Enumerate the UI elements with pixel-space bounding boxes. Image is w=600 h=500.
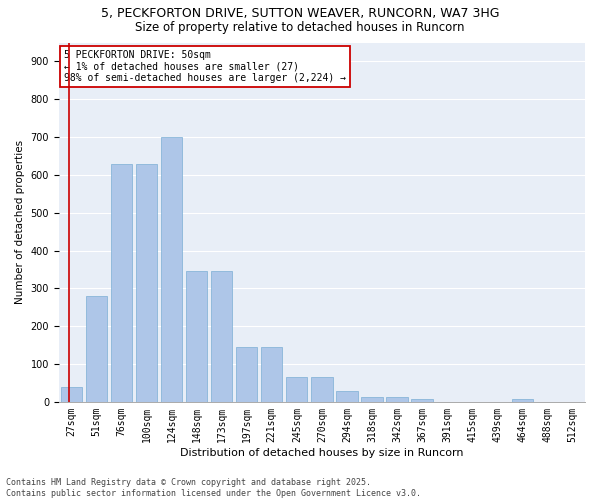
Bar (86, 296, 107, 402)
Bar (386, 398, 408, 402)
Bar (512, 399, 533, 402)
Text: 5 PECKFORTON DRIVE: 50sqm
← 1% of detached houses are smaller (27)
98% of semi-d: 5 PECKFORTON DRIVE: 50sqm ← 1% of detach… (64, 50, 346, 84)
Text: Contains HM Land Registry data © Crown copyright and database right 2025.
Contai: Contains HM Land Registry data © Crown c… (6, 478, 421, 498)
Bar (412, 399, 433, 402)
Bar (336, 391, 358, 402)
Bar (211, 272, 232, 402)
X-axis label: Distribution of detached houses by size in Runcorn: Distribution of detached houses by size … (180, 448, 464, 458)
Bar (61, 386, 82, 402)
Bar (161, 137, 182, 402)
Bar (361, 398, 383, 402)
Bar (261, 347, 283, 402)
Bar (136, 164, 157, 402)
Bar (286, 377, 307, 402)
Bar (186, 272, 207, 402)
Text: 5, PECKFORTON DRIVE, SUTTON WEAVER, RUNCORN, WA7 3HG: 5, PECKFORTON DRIVE, SUTTON WEAVER, RUNC… (101, 8, 499, 20)
Bar (311, 377, 332, 402)
Bar (236, 347, 257, 402)
Y-axis label: Number of detached properties: Number of detached properties (15, 140, 25, 304)
Bar (111, 164, 132, 402)
Text: Size of property relative to detached houses in Runcorn: Size of property relative to detached ho… (135, 21, 465, 34)
